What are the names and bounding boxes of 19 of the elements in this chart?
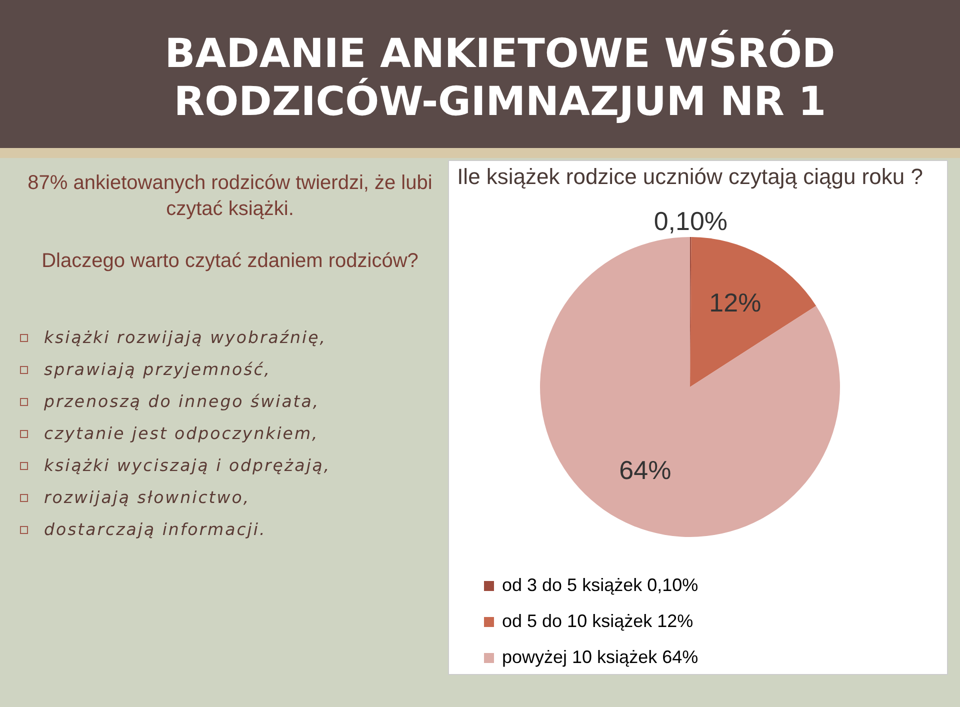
text: książki rozwijają wyobraźnię,: [43, 327, 328, 349]
chart-title: BADANIE ANKIETOWE WŚRÓD RODZICÓW-GIMNAZJUM NR 1: [164, 30, 836, 126]
text: Dlaczego warto czytać zdaniem rodziców?: [40, 249, 420, 274]
legend-label: od 5 do 10 książek 12%: [502, 611, 694, 631]
text: 87% ankietowanych rodziców twierdzi, że lubi czytać książki.: [26, 171, 434, 222]
legend-label: powyżej 10 książek 64%: [502, 647, 698, 667]
text: sprawiają przyjemność,: [43, 359, 272, 381]
text: przenoszą do innego świata,: [43, 391, 321, 413]
data-label: 12%: [709, 287, 762, 318]
chart-subtitle: Ile książek rodzice uczniów czytają ciągu roku ?: [457, 164, 923, 189]
pie-slice: [540, 237, 840, 537]
data-label: 0,10%: [654, 206, 728, 236]
text: rozwijają słownictwo,: [43, 487, 252, 509]
data-label: 64%: [619, 454, 672, 485]
text: dostarczają informacji.: [43, 519, 268, 541]
text: książki wyciszają i odprężają,: [43, 455, 332, 477]
legend-label: od 3 do 5 książek 0,10%: [502, 575, 698, 595]
text: czytanie jest odpoczynkiem,: [43, 423, 320, 445]
pie-slice: [690, 237, 816, 387]
